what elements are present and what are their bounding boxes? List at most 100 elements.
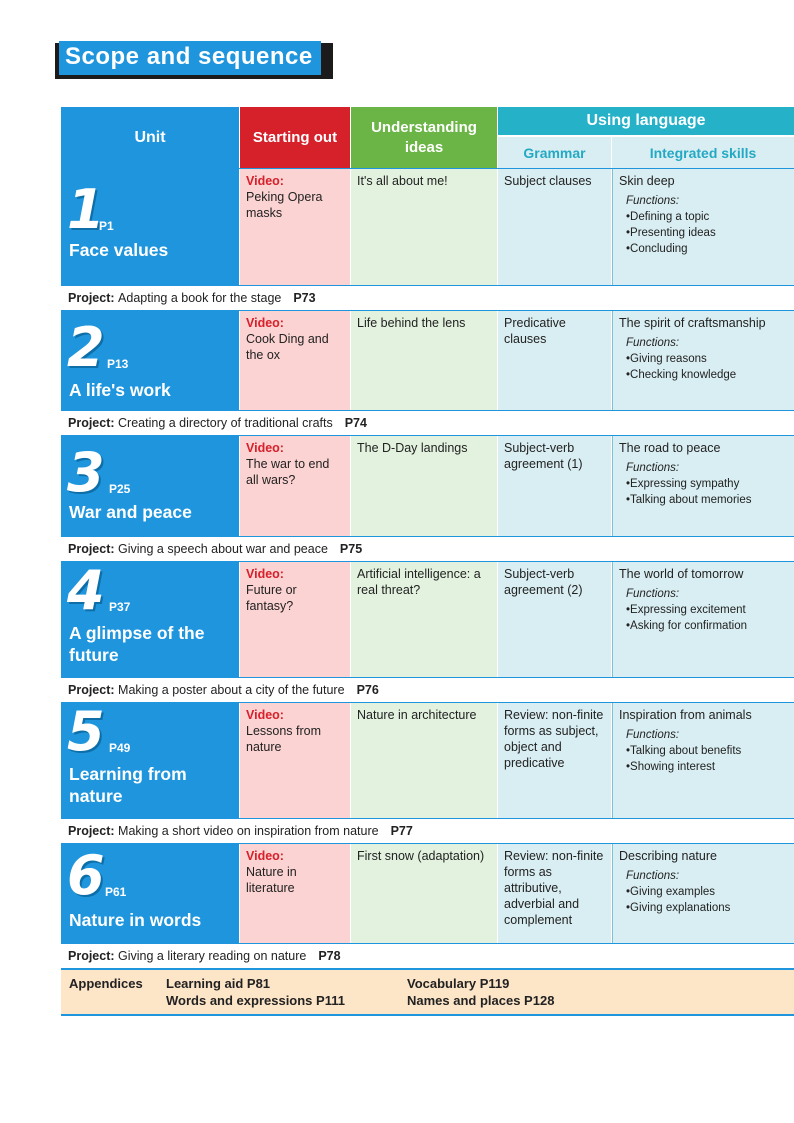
project-page: P76	[356, 683, 379, 697]
appendix-words-expressions: Words and expressions P111	[166, 993, 345, 1008]
unit-cell: 2 P13 A life's work	[61, 311, 239, 410]
appendices-label: Appendices	[69, 976, 143, 991]
unit-page: P49	[109, 741, 131, 755]
appendix-vocabulary: Vocabulary P119	[407, 976, 510, 991]
function-item: •Showing interest	[626, 761, 716, 773]
understanding-text: Artificial intelligence: a real threat?	[357, 567, 481, 597]
grammar-cell: Subject clauses	[498, 169, 611, 285]
header-grammar: Grammar	[498, 137, 611, 168]
unit-number: 2	[67, 316, 105, 379]
integrated-skills-cell: Skin deep Functions: •Defining a topic •Pre…	[612, 169, 794, 285]
appendices-row: Appendices Learning aid P81 Words and ex…	[61, 968, 794, 1016]
starting-out-cell: Video: Cook Ding and the ox	[240, 311, 350, 410]
understanding-ideas-cell: Artificial intelligence: a real threat?	[351, 562, 497, 677]
starting-out-cell: Video: Nature in literature	[240, 844, 350, 943]
understanding-ideas-cell: First snow (adaptation)	[351, 844, 497, 943]
unit-number: 4	[67, 559, 105, 622]
unit-page: P61	[105, 885, 127, 899]
project-title: Giving a speech about war and peace	[118, 542, 328, 556]
unit-page: P13	[107, 357, 129, 371]
function-item: •Asking for confirmation	[626, 620, 747, 632]
integrated-skills-cell: Describing nature Functions: •Giving examp…	[612, 844, 794, 943]
appendix-learning-aid: Learning aid P81	[166, 976, 271, 991]
grammar-text: Subject clauses	[504, 174, 592, 188]
video-title: Cook Ding and the ox	[246, 332, 329, 362]
functions-label: Functions:	[626, 462, 680, 474]
header-integrated-skills: Integrated skills	[612, 137, 794, 168]
project-label: Project:	[68, 949, 115, 963]
project-title: Adapting a book for the stage	[118, 291, 282, 305]
project-page: P78	[318, 949, 341, 963]
grammar-text: Predicative clauses	[504, 316, 566, 346]
video-label: Video:	[246, 316, 284, 330]
unit-page: P1	[99, 219, 114, 233]
integrated-skills-cell: The world of tomorrow Functions: •Expressi…	[612, 562, 794, 677]
unit-number: 3	[67, 441, 105, 504]
understanding-text: It's all about me!	[357, 174, 448, 188]
project-title: Making a short video on inspiration from…	[118, 824, 379, 838]
understanding-ideas-cell: Life behind the lens	[351, 311, 497, 410]
table-header: Unit Starting out Understanding ideas Us…	[61, 107, 794, 168]
unit-cell: 4 P37 A glimpse of the future	[61, 562, 239, 677]
video-title: Future or fantasy?	[246, 583, 297, 613]
understanding-ideas-cell: Nature in architecture	[351, 703, 497, 818]
grammar-text: Review: non-finite forms as attributive,…	[504, 849, 604, 927]
project-page: P75	[339, 542, 363, 556]
project-row: Project: Giving a speech about war and p…	[61, 536, 794, 561]
video-label: Video:	[246, 441, 284, 455]
project-label: Project:	[68, 683, 115, 697]
grammar-text: Review: non-finite forms as subject, obj…	[504, 708, 604, 770]
functions-label: Functions:	[626, 588, 680, 600]
grammar-cell: Subject-verb agreement (1)	[498, 436, 611, 536]
function-item: •Talking about benefits	[626, 745, 742, 757]
project-label: Project:	[68, 542, 115, 556]
project-title: Creating a directory of traditional craf…	[118, 416, 333, 430]
grammar-text: Subject-verb agreement (2)	[504, 567, 583, 597]
integrated-skills-cell: The spirit of craftsmanship Functions: •Gi…	[612, 311, 794, 410]
skills-title: Skin deep	[619, 174, 675, 188]
unit-row: 4 P37 A glimpse of the future Video: Future …	[61, 561, 794, 677]
video-title: Peking Opera masks	[246, 190, 323, 220]
function-item: •Giving examples	[626, 886, 716, 898]
unit-page: P37	[109, 600, 131, 614]
appendix-names-places: Names and places P128	[407, 993, 555, 1008]
project-label: Project:	[68, 416, 115, 430]
unit-cell: 3 P25 War and peace	[61, 436, 239, 536]
video-label: Video:	[246, 849, 284, 863]
header-starting-out: Starting out	[240, 107, 350, 168]
unit-name: Learning from nature	[69, 764, 187, 806]
unit-cell: 1 P1 Face values	[61, 169, 239, 285]
function-item: •Expressing sympathy	[626, 478, 740, 490]
starting-out-cell: Video: The war to end all wars?	[240, 436, 350, 536]
project-title: Giving a literary reading on nature	[118, 949, 307, 963]
understanding-ideas-cell: It's all about me!	[351, 169, 497, 285]
unit-row: 6 P61 Nature in words Video: Nature in liter…	[61, 843, 794, 943]
video-title: Lessons from nature	[246, 724, 322, 754]
understanding-text: Nature in architecture	[357, 708, 477, 722]
grammar-cell: Review: non-finite forms as attributive,…	[498, 844, 611, 943]
project-label: Project:	[68, 824, 115, 838]
unit-name: A glimpse of the future	[69, 623, 205, 665]
grammar-text: Subject-verb agreement (1)	[504, 441, 583, 471]
video-label: Video:	[246, 174, 284, 188]
scope-table: Unit Starting out Understanding ideas Us…	[61, 107, 794, 1016]
function-item: •Expressing excitement	[626, 604, 746, 616]
project-page: P73	[293, 291, 316, 305]
functions-label: Functions:	[626, 729, 680, 741]
project-page: P77	[390, 824, 413, 838]
understanding-text: The D-Day landings	[357, 441, 468, 455]
unit-number: 6	[67, 844, 105, 907]
unit-name: Nature in words	[69, 910, 202, 930]
video-label: Video:	[246, 567, 284, 581]
functions-label: Functions:	[626, 870, 680, 882]
function-item: •Giving explanations	[626, 902, 731, 914]
unit-name: A life's work	[69, 380, 171, 400]
video-label: Video:	[246, 708, 284, 722]
unit-cell: 5 P49 Learning from nature	[61, 703, 239, 818]
unit-number: 5	[67, 700, 105, 763]
page-title: Scope and sequence	[59, 41, 321, 75]
function-item: •Defining a topic	[626, 211, 710, 223]
understanding-text: First snow (adaptation)	[357, 849, 485, 863]
project-row: Project: Adapting a book for the stage P7…	[61, 285, 794, 310]
function-item: •Concluding	[626, 243, 688, 255]
